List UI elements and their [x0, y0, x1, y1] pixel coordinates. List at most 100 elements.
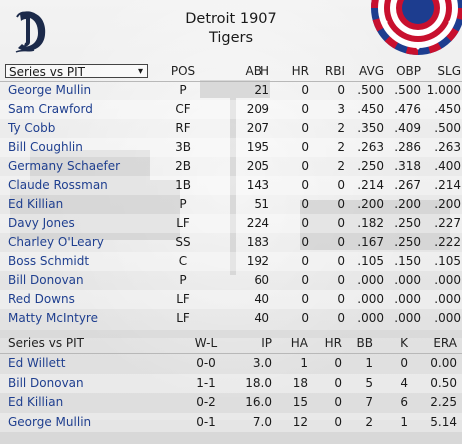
player-name-link[interactable]: George Mullin — [8, 83, 92, 97]
stat-ab: 22 — [246, 216, 262, 230]
stat-obp: .250 — [394, 216, 421, 230]
column-header-hr: HR — [291, 64, 309, 78]
batting-row: Ed Killian P 5 1 0 0 .200 .200 .200 — [0, 195, 462, 214]
chevron-down-icon: ▾ — [137, 66, 143, 77]
stat-obp: .500 — [394, 83, 421, 97]
stat-pos: 1B — [175, 178, 191, 192]
stat-hr: 0 — [334, 395, 342, 409]
batting-row: Charley O'Leary SS 18 3 0 0 .167 .250 .222 — [0, 233, 462, 252]
stat-obp: .267 — [394, 178, 421, 192]
column-header-ha: HA — [290, 336, 308, 350]
stat-avg: .500 — [357, 83, 384, 97]
stat-bb: 1 — [365, 356, 373, 370]
stat-rbi: 0 — [337, 83, 345, 97]
stat-pos: P — [179, 83, 187, 97]
stat-k: 1 — [400, 414, 408, 429]
stat-rbi: 0 — [337, 254, 345, 268]
stat-pos: P — [179, 273, 187, 287]
player-name-link[interactable]: Claude Rossman — [8, 178, 108, 192]
stat-pos: 2B — [175, 159, 191, 173]
stat-bb: 2 — [365, 414, 373, 429]
pitching-row: Bill Donovan 1-1 18.0 18 0 5 4 0.50 — [0, 373, 462, 393]
stat-avg: .167 — [357, 235, 384, 249]
stat-era: 0.00 — [430, 356, 457, 370]
stat-h: 5 — [261, 159, 269, 173]
stat-avg: .000 — [357, 292, 384, 306]
stat-slg: .227 — [434, 216, 461, 230]
player-name-link[interactable]: Matty McIntyre — [8, 311, 98, 325]
batting-row: Sam Crawford CF 20 9 0 3 .450 .476 .450 — [0, 100, 462, 119]
stat-h: 3 — [261, 235, 269, 249]
stat-rbi: 0 — [337, 197, 345, 211]
stat-ab: 20 — [246, 102, 262, 116]
stat-ip: 18.0 — [245, 375, 272, 390]
player-name-link[interactable]: Germany Schaefer — [8, 159, 121, 173]
stat-avg: .350 — [357, 121, 384, 135]
stat-avg: .000 — [357, 273, 384, 287]
stat-slg: .500 — [434, 121, 461, 135]
stat-era: 2.25 — [430, 395, 457, 409]
stat-ha: 12 — [292, 414, 308, 429]
stat-h: 7 — [261, 121, 269, 135]
stat-ha: 15 — [292, 395, 308, 409]
player-name-link[interactable]: Ed Killian — [8, 197, 64, 211]
pitcher-name-link[interactable]: Ed Killian — [8, 395, 64, 409]
stat-avg: .263 — [357, 140, 384, 154]
stat-ab: 4 — [254, 311, 262, 325]
stat-obp: .000 — [394, 292, 421, 306]
stat-slg: .400 — [434, 159, 461, 173]
column-header-slg: SLG — [437, 64, 461, 78]
batting-row: Boss Schmidt C 19 2 0 0 .105 .150 .105 — [0, 252, 462, 271]
player-name-link[interactable]: Charley O'Leary — [8, 235, 104, 249]
team-title: Detroit 1907 Tigers — [150, 10, 312, 48]
stat-slg: .000 — [434, 273, 461, 287]
pitching-row: Ed Killian 0-2 16.0 15 0 7 6 2.25 — [0, 393, 462, 412]
stat-wl: 1-1 — [196, 375, 216, 390]
player-name-link[interactable]: Sam Crawford — [8, 102, 93, 116]
column-header-avg: AVG — [359, 64, 384, 78]
batting-column-headers: POS AB H HR RBI AVG OBP SLG — [0, 62, 462, 81]
column-header-bb: BB — [356, 336, 373, 350]
column-header-ip: IP — [261, 336, 272, 350]
stat-avg: .000 — [357, 311, 384, 325]
stat-obp: .200 — [394, 197, 421, 211]
batting-header-row: Series vs PIT ▾ — [0, 62, 462, 82]
stat-avg: .182 — [357, 216, 384, 230]
stat-slg: .214 — [434, 178, 461, 192]
stat-obp: .000 — [394, 273, 421, 287]
stat-pos: P — [179, 197, 187, 211]
patriotic-bunting-icon — [370, 0, 462, 56]
pitcher-name-link[interactable]: Ed Willett — [8, 356, 66, 370]
player-name-link[interactable]: Davy Jones — [8, 216, 75, 230]
stat-slg: .000 — [434, 292, 461, 306]
player-name-link[interactable]: Red Downs — [8, 292, 75, 306]
stat-hr: 0 — [301, 140, 309, 154]
stat-obp: .150 — [394, 254, 421, 268]
batting-row: Bill Coughlin 3B 19 5 0 2 .263 .286 .263 — [0, 138, 462, 157]
stat-hr: 0 — [301, 216, 309, 230]
stat-avg: .105 — [357, 254, 384, 268]
column-header-h: H — [259, 64, 269, 78]
batting-row: Matty McIntyre LF 4 0 0 0.000.000.000 — [0, 309, 462, 328]
stat-ab: 4 — [254, 292, 262, 306]
pitching-row: Ed Willett 0-0 3.0 1 0 1 0 0.00 — [0, 354, 462, 373]
stat-hr: 0 — [301, 273, 309, 287]
series-selector[interactable]: Series vs PIT ▾ — [5, 64, 148, 79]
stat-pos: 3B — [175, 140, 191, 154]
player-name-link[interactable]: Ty Cobb — [8, 121, 56, 135]
player-name-link[interactable]: Bill Donovan — [8, 273, 84, 287]
stat-wl: 0-2 — [196, 395, 216, 409]
player-name-link[interactable]: Bill Coughlin — [8, 140, 83, 154]
stat-h: 0 — [261, 273, 269, 287]
player-name-link[interactable]: Boss Schmidt — [8, 254, 90, 268]
stat-k: 0 — [400, 356, 408, 370]
pitching-header-row: Series vs PIT — [0, 334, 462, 354]
stat-slg: .200 — [434, 197, 461, 211]
pitcher-name-link[interactable]: George Mullin — [8, 414, 92, 429]
stat-pos: LF — [176, 311, 190, 325]
stat-pos: LF — [176, 216, 190, 230]
pitcher-name-link[interactable]: Bill Donovan — [8, 375, 84, 390]
stat-slg: .450 — [434, 102, 461, 116]
stat-rbi: 3 — [337, 102, 345, 116]
